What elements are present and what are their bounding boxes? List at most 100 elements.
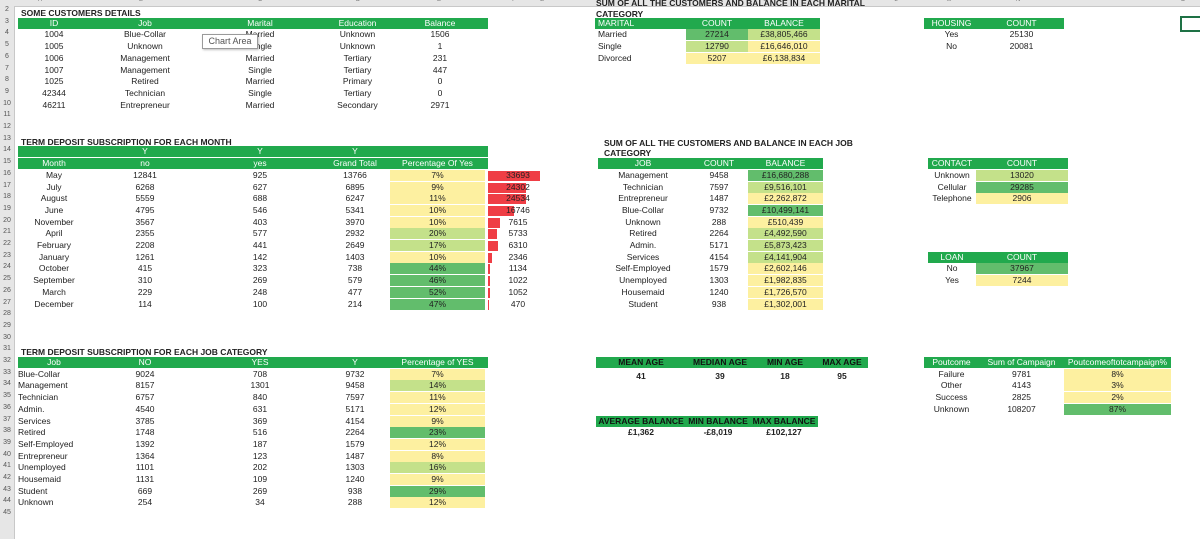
row-number: 7 [5,64,9,72]
marital-cell: 12790 [705,41,729,52]
marital-header-cell: COUNT [701,17,733,28]
monthly-cell: November [34,216,74,227]
customers-cell: Married [245,29,275,40]
marital-balance-fill [748,41,820,53]
monthly-cell: 688 [252,193,268,204]
housing-cell: No [946,41,957,52]
job-balance-cell: 1579 [709,263,729,274]
marital-title-line2: CATEGORY [596,9,644,19]
row-number: 28 [3,310,11,318]
job-balance-fill [748,286,823,298]
job-balance-cell: 9458 [709,169,729,180]
row-number: 9 [5,87,9,95]
job-sub-cell: Unemployed [18,462,66,473]
monthly-cell: 7615 [508,216,528,227]
job-sub-cell: 7597 [345,392,365,403]
customers-cell: Single [248,64,272,75]
job-sub-cell: 4540 [135,403,155,414]
monthly-cell: 3970 [345,216,365,227]
poutcome-percent-fill [1064,403,1171,415]
row-number: 24 [3,263,11,271]
row-number: 15 [3,158,11,166]
job-sub-cell: 16% [428,462,446,473]
customers-cell: Unknown [339,41,376,52]
row-number: 43 [3,485,11,493]
monthly-cell: 1022 [508,275,528,286]
job-balance-fill [748,263,823,275]
monthly-cell: 24534 [506,193,530,204]
contact-count-fill [976,169,1068,181]
monthly-cell: 229 [137,286,153,297]
monthly-cell: October [38,263,70,274]
job-balance-cell: Housemaid [621,286,665,297]
job-balance-fill [748,240,823,251]
job-sub-cell: 516 [252,427,268,438]
job-sub-cell: Unknown [18,497,54,508]
row-number: 39 [3,438,11,446]
monthly-cell: April [45,228,63,239]
poutcome-cell: 87% [1108,403,1126,414]
job-sub-percent-fill [390,497,485,509]
monthly-cell: 10% [428,216,446,227]
poutcome-cell: 8% [1111,368,1124,379]
monthly-cell: 738 [347,263,363,274]
monthly-cell: May [45,169,63,180]
job-sub-cell: 1748 [135,427,155,438]
job-sub-cell: 2264 [345,427,365,438]
customers-cell: Management [120,52,170,63]
monthly-percent-fill [390,228,485,240]
monthly-cell: 1261 [135,251,155,262]
job-sub-cell: 8157 [135,380,155,391]
customers-cell: Tertiary [343,64,372,75]
row-number: 5 [5,41,9,49]
job-balance-cell: Student [628,298,658,309]
job-sub-cell: 254 [137,497,153,508]
monthly-cell: 269 [252,275,268,286]
monthly-cell: 627 [252,181,268,192]
job-sub-cell: 12% [428,403,446,414]
chart-area-tooltip: Chart Area [202,34,258,49]
loan-header-row [928,251,1068,263]
job-balance-cell: 5171 [709,240,729,250]
monthly-cell: 577 [252,228,268,239]
monthly-header-cell: Month [42,158,66,169]
customers-cell: 1006 [44,52,64,63]
loan-header-cell: LOAN [940,251,964,262]
customers-cell: Primary [342,76,373,87]
selected-cell[interactable] [1180,16,1200,32]
age-value: 95 [837,370,847,381]
row-number: 16 [3,169,11,177]
job-balance-cell: Management [618,169,668,180]
customers-cell: 1005 [44,41,64,52]
monthly-percent-fill [390,240,485,251]
campaign-data-bar [488,241,498,251]
balance-stats-header-cell: AVERAGE BALANCE [598,415,684,426]
marital-cell: Single [598,41,622,52]
customers-cell: 1007 [44,64,64,75]
job-sub-cell: 8% [431,450,444,461]
marital-title-line1: SUM OF ALL THE CUSTOMERS AND BALANCE IN … [596,0,866,8]
monthly-cell: 6895 [345,181,365,192]
age-header-cell: MAX AGE [822,357,862,367]
row-number: 14 [3,146,11,154]
monthly-cell: 17% [428,240,446,250]
job-sub-cell: 1240 [345,474,365,484]
row-number: 37 [3,415,11,423]
job-sub-cell: 4154 [345,415,365,426]
customers-cell: Blue-Collar [123,29,167,40]
monthly-cell: 2649 [345,240,365,250]
monthly-cell: 3567 [135,216,155,227]
contact-header-row [928,158,1068,170]
customers-header-cell: Job [138,17,152,28]
job-balance-fill [748,204,823,216]
row-number: 21 [3,228,11,236]
monthly-cell: 2355 [135,228,155,239]
job-sub-header-cell: Job [47,357,61,367]
job-sub-cell: 1579 [345,438,365,449]
job-balance-cell: Services [626,251,660,262]
column-letter: M [946,0,952,3]
column-letter: D [355,0,361,3]
monthly-cell: 13766 [343,169,367,180]
job-sub-header-cell: Percentage of YES [401,357,474,367]
job-balance-cell: 9732 [709,204,729,215]
